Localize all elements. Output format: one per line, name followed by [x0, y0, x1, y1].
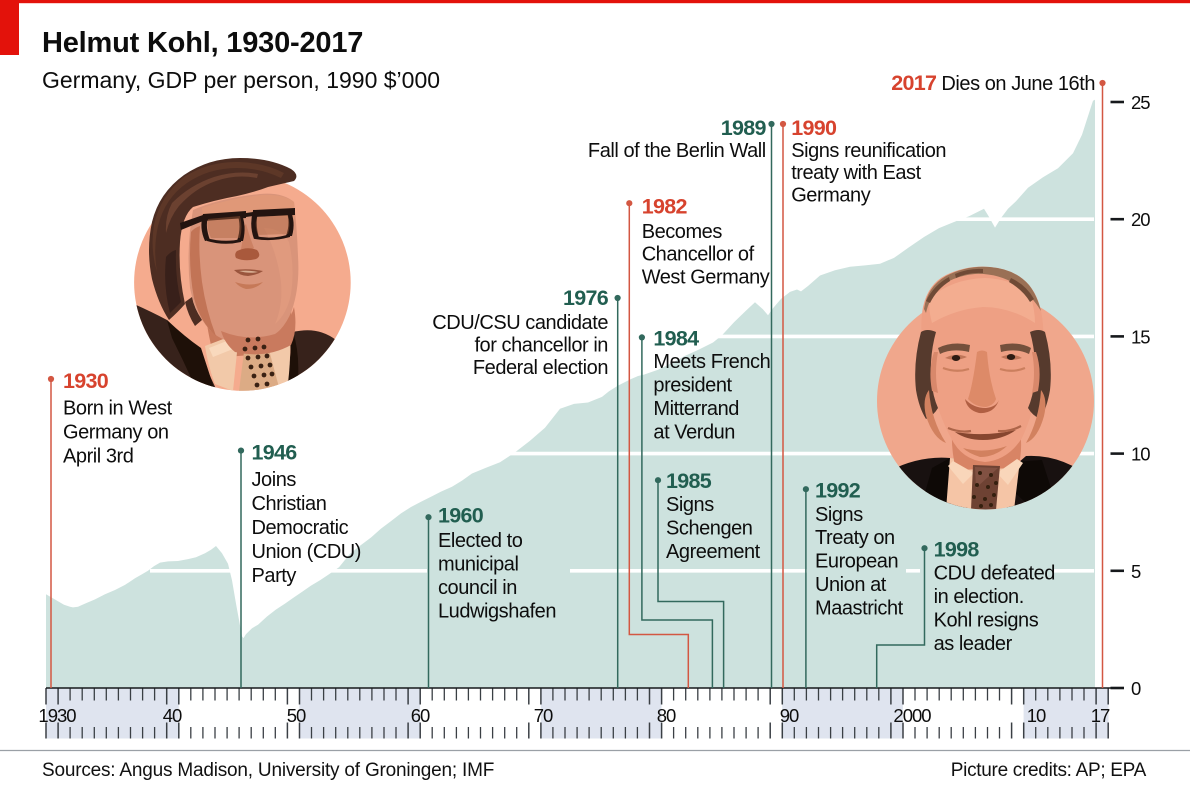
svg-text:Agreement: Agreement: [666, 541, 761, 563]
svg-text:Treaty on: Treaty on: [815, 527, 895, 549]
svg-text:Union (CDU): Union (CDU): [252, 541, 362, 563]
svg-text:2000: 2000: [893, 705, 931, 726]
svg-text:70: 70: [534, 705, 553, 726]
svg-text:Helmut Kohl, 1930-2017: Helmut Kohl, 1930-2017: [42, 27, 363, 59]
svg-text:Joins: Joins: [252, 469, 297, 491]
svg-text:1985: 1985: [666, 469, 712, 493]
svg-text:in election.: in election.: [934, 586, 1024, 608]
svg-text:1990: 1990: [791, 116, 837, 140]
svg-text:Becomes: Becomes: [642, 221, 723, 243]
svg-text:council in: council in: [438, 577, 517, 599]
svg-text:1976: 1976: [563, 286, 609, 310]
svg-text:Christian: Christian: [252, 493, 327, 515]
svg-text:Sources: Angus Madison, Univer: Sources: Angus Madison, University of Gr…: [42, 760, 494, 781]
svg-text:Fall of the Berlin Wall: Fall of the Berlin Wall: [588, 140, 766, 162]
svg-text:April 3rd: April 3rd: [63, 445, 133, 467]
svg-text:1992: 1992: [815, 479, 861, 503]
svg-text:90: 90: [780, 705, 799, 726]
svg-text:Born in West: Born in West: [63, 397, 173, 419]
svg-text:municipal: municipal: [438, 554, 518, 576]
svg-text:20: 20: [1131, 209, 1150, 230]
svg-text:1960: 1960: [438, 504, 484, 528]
svg-text:0: 0: [1131, 678, 1141, 699]
svg-text:Germany, GDP per person, 1990: Germany, GDP per person, 1990 $’000: [42, 67, 440, 93]
svg-text:Party: Party: [252, 565, 297, 587]
svg-text:1930: 1930: [63, 369, 109, 393]
svg-text:CDU/CSU candidate: CDU/CSU candidate: [432, 312, 608, 334]
svg-text:Schengen: Schengen: [666, 518, 752, 540]
svg-text:Meets French: Meets French: [653, 351, 770, 373]
svg-text:15: 15: [1131, 326, 1150, 347]
svg-text:Germany: Germany: [791, 185, 871, 207]
svg-text:for chancellor in: for chancellor in: [474, 335, 608, 357]
svg-text:60: 60: [411, 705, 430, 726]
svg-text:as leader: as leader: [934, 633, 1013, 655]
svg-text:West Germany: West Germany: [642, 266, 770, 288]
svg-text:Democratic: Democratic: [252, 517, 349, 539]
svg-text:1946: 1946: [252, 441, 298, 465]
svg-text:1984: 1984: [653, 326, 699, 350]
svg-text:1998: 1998: [934, 537, 980, 561]
svg-text:at Verdun: at Verdun: [653, 422, 735, 444]
svg-text:50: 50: [287, 705, 306, 726]
svg-text:2017 Dies on June 16th: 2017 Dies on June 16th: [891, 71, 1095, 95]
svg-text:25: 25: [1131, 92, 1150, 113]
svg-text:Picture credits: AP; EPA: Picture credits: AP; EPA: [951, 760, 1147, 781]
svg-text:Elected to: Elected to: [438, 530, 523, 552]
svg-text:Chancellor of: Chancellor of: [642, 244, 755, 266]
svg-text:Signs: Signs: [815, 504, 863, 526]
svg-text:Germany on: Germany on: [63, 421, 169, 443]
svg-text:1930: 1930: [38, 705, 76, 726]
svg-text:80: 80: [657, 705, 676, 726]
svg-text:Federal election: Federal election: [473, 357, 608, 379]
svg-text:European: European: [815, 551, 898, 573]
svg-text:10: 10: [1131, 444, 1150, 465]
svg-text:president: president: [653, 375, 732, 397]
svg-text:Signs reunification: Signs reunification: [791, 140, 946, 162]
svg-text:CDU defeated: CDU defeated: [934, 563, 1055, 585]
svg-text:Kohl resigns: Kohl resigns: [934, 609, 1039, 631]
svg-text:5: 5: [1131, 561, 1141, 582]
svg-text:17: 17: [1091, 705, 1110, 726]
svg-text:Mitterrand: Mitterrand: [653, 398, 739, 420]
svg-text:1982: 1982: [642, 195, 688, 219]
svg-text:40: 40: [163, 705, 182, 726]
svg-text:10: 10: [1027, 705, 1046, 726]
svg-text:Ludwigshafen: Ludwigshafen: [438, 600, 556, 622]
svg-text:1989: 1989: [721, 116, 767, 140]
svg-text:Union at: Union at: [815, 574, 887, 596]
svg-text:Signs: Signs: [666, 494, 714, 516]
svg-text:treaty with East: treaty with East: [791, 162, 921, 184]
svg-text:Maastricht: Maastricht: [815, 597, 904, 619]
